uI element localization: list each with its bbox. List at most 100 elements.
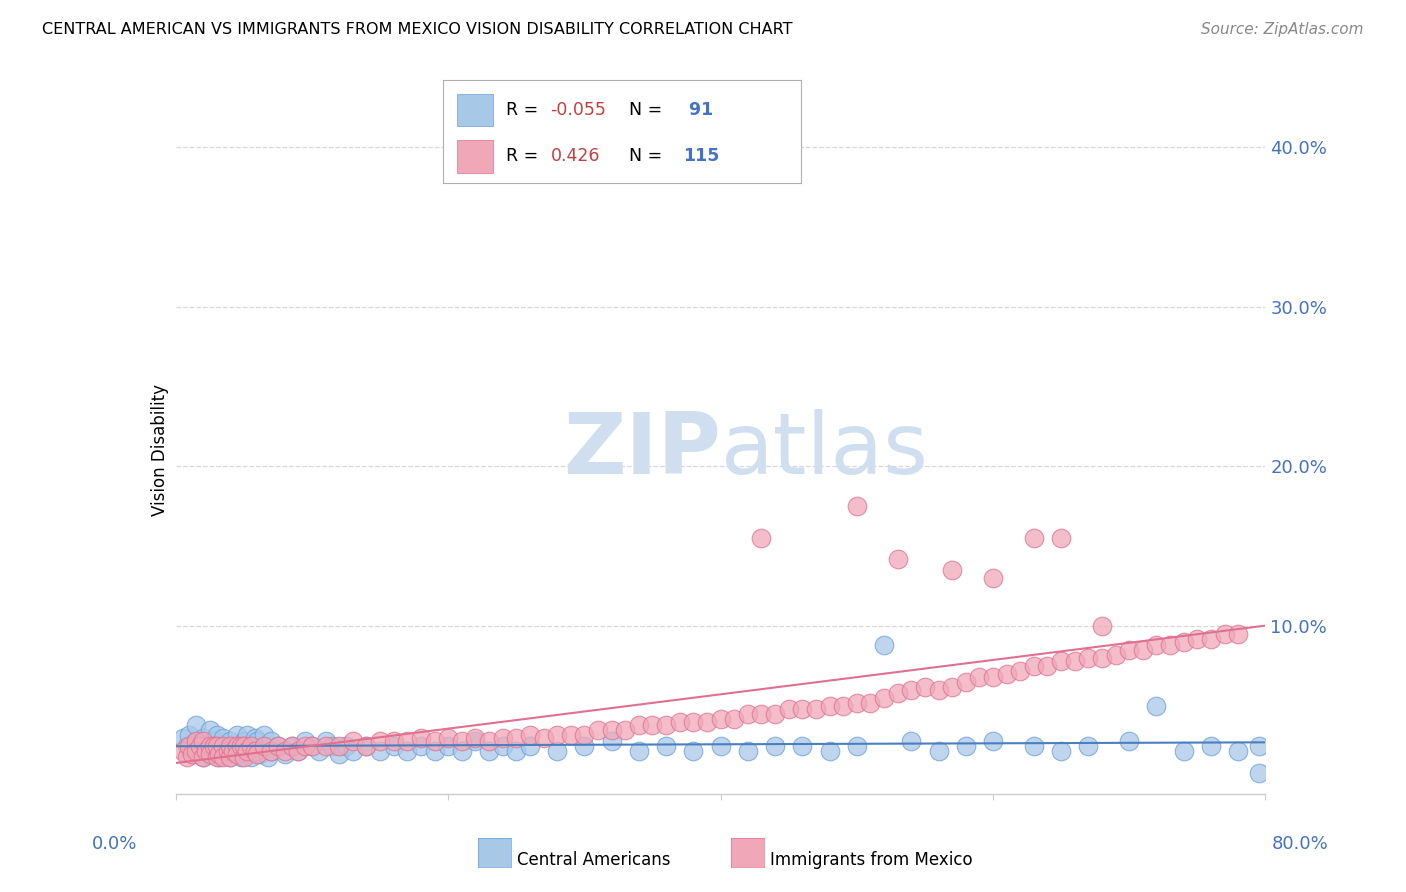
Point	[191, 731, 214, 745]
Point	[1050, 744, 1073, 758]
Point	[710, 739, 733, 753]
Point	[335, 739, 357, 753]
Point	[232, 750, 254, 764]
Point	[198, 723, 221, 737]
Point	[217, 744, 239, 758]
Point	[191, 750, 214, 764]
Point	[321, 739, 343, 753]
Point	[409, 731, 432, 745]
Text: Central Americans: Central Americans	[517, 851, 671, 869]
Point	[981, 571, 1004, 585]
Y-axis label: Vision Disability: Vision Disability	[150, 384, 169, 516]
Point	[181, 747, 204, 761]
Point	[1227, 744, 1250, 758]
Point	[396, 744, 419, 758]
Point	[226, 728, 249, 742]
Point	[600, 734, 623, 748]
Point	[981, 734, 1004, 748]
Point	[763, 739, 786, 753]
Point	[941, 680, 963, 694]
Point	[260, 744, 283, 758]
Point	[287, 744, 309, 758]
Point	[396, 734, 419, 748]
Point	[186, 744, 208, 758]
Point	[600, 723, 623, 737]
Point	[176, 739, 198, 753]
Point	[212, 739, 235, 753]
Point	[246, 744, 269, 758]
Point	[792, 739, 814, 753]
Point	[186, 734, 208, 748]
Point	[655, 718, 678, 732]
Point	[188, 744, 211, 758]
Point	[257, 750, 280, 764]
Point	[198, 747, 221, 761]
Point	[955, 739, 977, 753]
Point	[202, 739, 225, 753]
Point	[423, 734, 446, 748]
Point	[246, 734, 269, 748]
Point	[614, 723, 637, 737]
Point	[231, 750, 253, 764]
Point	[955, 675, 977, 690]
Point	[235, 728, 257, 742]
Point	[179, 739, 201, 753]
Point	[356, 739, 378, 753]
Point	[202, 734, 225, 748]
Point	[546, 744, 568, 758]
Text: atlas: atlas	[721, 409, 928, 492]
Point	[1199, 632, 1222, 646]
Point	[478, 734, 501, 748]
Point	[328, 747, 350, 761]
Point	[546, 728, 568, 742]
Point	[274, 747, 297, 761]
Text: R =: R =	[506, 101, 543, 119]
Point	[253, 739, 276, 753]
Point	[914, 680, 936, 694]
Point	[682, 744, 704, 758]
Point	[586, 723, 609, 737]
Point	[308, 744, 330, 758]
Point	[574, 739, 596, 753]
Point	[423, 744, 446, 758]
Bar	[457, 94, 494, 127]
Point	[804, 702, 827, 716]
Point	[239, 739, 262, 753]
Point	[232, 744, 254, 758]
Point	[249, 747, 271, 761]
Point	[1104, 648, 1126, 662]
Point	[226, 747, 249, 761]
Point	[222, 744, 245, 758]
Text: -0.055: -0.055	[551, 101, 606, 119]
Point	[239, 739, 262, 753]
Point	[751, 706, 773, 721]
Point	[219, 750, 242, 764]
Point	[492, 731, 515, 745]
Point	[792, 702, 814, 716]
Point	[181, 747, 204, 761]
Point	[886, 686, 908, 700]
Point	[859, 696, 882, 710]
Point	[287, 744, 309, 758]
Point	[328, 739, 350, 753]
Point	[172, 731, 194, 745]
Point	[267, 739, 290, 753]
Point	[437, 731, 460, 745]
Point	[900, 734, 922, 748]
Point	[260, 744, 283, 758]
Point	[464, 731, 486, 745]
Point	[274, 744, 297, 758]
Point	[232, 734, 254, 748]
Point	[1144, 638, 1167, 652]
Point	[342, 734, 364, 748]
Point	[900, 683, 922, 698]
Point	[941, 563, 963, 577]
Point	[222, 739, 245, 753]
Point	[763, 706, 786, 721]
Point	[981, 670, 1004, 684]
Point	[668, 714, 690, 729]
Point	[464, 734, 486, 748]
Point	[198, 747, 221, 761]
Point	[1173, 635, 1195, 649]
Point	[778, 702, 800, 716]
